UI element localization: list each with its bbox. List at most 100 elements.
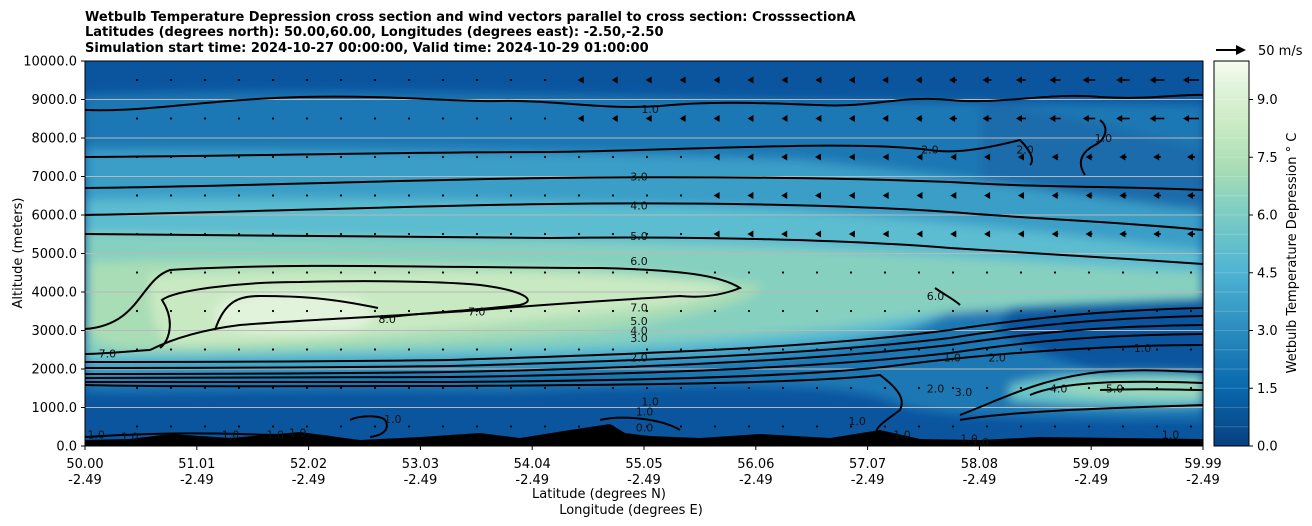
x-tick-label-lat: 50.00 bbox=[66, 457, 103, 472]
wind-vector bbox=[1149, 115, 1165, 122]
wind-vector bbox=[237, 271, 241, 274]
x-tick-label-lon: -2.49 bbox=[404, 473, 438, 488]
quiver-key: 50 m/s bbox=[1216, 44, 1303, 59]
wind-vector bbox=[1087, 425, 1091, 428]
wind-vector-head bbox=[984, 192, 991, 199]
wind-vector bbox=[1183, 76, 1199, 84]
wind-vector bbox=[509, 425, 513, 428]
wind-vector bbox=[1189, 271, 1193, 274]
wind-vector bbox=[915, 115, 923, 122]
wind-vector bbox=[984, 153, 991, 161]
wind-vector bbox=[407, 232, 411, 236]
wind-vector bbox=[849, 425, 853, 428]
wind-vector-head bbox=[1085, 230, 1092, 238]
wind-vector bbox=[747, 153, 754, 161]
wind-vector bbox=[271, 78, 275, 82]
wind-vector-head bbox=[1187, 153, 1194, 161]
wind-vector bbox=[747, 230, 754, 238]
wind-vector bbox=[203, 348, 207, 351]
wind-vector bbox=[271, 117, 275, 120]
wind-vector bbox=[577, 425, 581, 428]
wind-vector bbox=[1017, 192, 1025, 199]
contour-lower-4 bbox=[85, 333, 1203, 379]
wind-vector-head bbox=[1116, 115, 1123, 122]
wind-vector bbox=[1019, 271, 1023, 274]
contour-8 bbox=[214, 294, 379, 331]
wind-vector-head bbox=[781, 230, 788, 238]
contour-label: 2.0 bbox=[927, 382, 945, 395]
wind-vector bbox=[441, 194, 445, 197]
wind-vector bbox=[1019, 386, 1023, 390]
wind-vector bbox=[713, 271, 717, 274]
contour-label: 1.0 bbox=[222, 428, 240, 441]
wind-vector bbox=[679, 425, 683, 428]
wind-vector bbox=[1082, 115, 1096, 122]
wind-vector bbox=[917, 386, 921, 390]
contour-label: 3.0 bbox=[630, 332, 648, 345]
wind-vector-head bbox=[916, 230, 923, 238]
wind-vector-head bbox=[1085, 153, 1092, 161]
wind-vector bbox=[475, 194, 479, 197]
wind-vector bbox=[815, 192, 822, 199]
wind-vector bbox=[1049, 115, 1061, 122]
wind-vector bbox=[373, 348, 377, 351]
wind-vector bbox=[135, 271, 139, 274]
wind-vector bbox=[373, 232, 377, 236]
wind-vector bbox=[305, 271, 309, 274]
wind-vector-head bbox=[781, 192, 788, 199]
wind-vector bbox=[882, 115, 889, 122]
wind-vector bbox=[882, 230, 889, 238]
wind-vector bbox=[849, 386, 853, 390]
contour-near-surface-c bbox=[599, 416, 681, 431]
x-tick-label-lat: 59.99 bbox=[1184, 457, 1221, 472]
contour-label: 6.0 bbox=[927, 290, 945, 303]
wind-vector bbox=[679, 76, 686, 84]
contour-jet-inner bbox=[1029, 380, 1203, 396]
contour-lower-1 bbox=[85, 307, 1203, 363]
contour-lines bbox=[85, 93, 1203, 441]
wind-vector-head bbox=[882, 192, 889, 199]
contour-jet-outer bbox=[959, 369, 1203, 416]
contour-label: 4.0 bbox=[630, 199, 648, 212]
wind-vector bbox=[373, 309, 377, 313]
wind-vector-head bbox=[1153, 192, 1160, 199]
x-tick-label-lat: 59.09 bbox=[1073, 457, 1110, 472]
wind-vector bbox=[441, 386, 445, 390]
wind-vector bbox=[543, 386, 547, 390]
wind-vector bbox=[577, 232, 581, 236]
wind-vector bbox=[1085, 153, 1093, 161]
x-tick-label-lon: -2.49 bbox=[68, 473, 102, 488]
wind-vector bbox=[1121, 348, 1125, 351]
wind-vector-head bbox=[679, 115, 686, 122]
wind-vector bbox=[747, 271, 751, 274]
wind-vector-head bbox=[1015, 76, 1022, 84]
contour-5 bbox=[85, 233, 1203, 265]
contour-label: 1.0 bbox=[121, 430, 139, 443]
wind-vector bbox=[509, 309, 513, 313]
wind-vector bbox=[373, 425, 377, 428]
wind-vector bbox=[135, 309, 139, 313]
wind-vector bbox=[237, 309, 241, 313]
wind-vector-head bbox=[1015, 115, 1022, 122]
plot-area: 1.02.0 2.01.03.04.05.06.07.07.08.06.05.04… bbox=[85, 61, 1203, 449]
wind-vector bbox=[543, 117, 547, 120]
wind-vector bbox=[815, 309, 819, 313]
wind-vector bbox=[781, 271, 785, 274]
wind-vector bbox=[1155, 425, 1159, 428]
wind-vector bbox=[509, 78, 513, 82]
contour-lower-5 bbox=[85, 344, 1203, 384]
colorbar-tick-label: 7.5 bbox=[1257, 151, 1278, 166]
wind-vector-head bbox=[713, 76, 720, 84]
chart-title-line-1: Wetbulb Temperature Depression cross sec… bbox=[85, 10, 856, 25]
y-tick-label: 8000.0 bbox=[32, 132, 78, 147]
y-tick-label: 6000.0 bbox=[32, 209, 78, 224]
wind-vector-head bbox=[1082, 76, 1089, 84]
wind-vector-head bbox=[1049, 115, 1056, 122]
wind-vector bbox=[577, 155, 581, 159]
wind-vector bbox=[543, 271, 547, 274]
wind-vector bbox=[848, 76, 855, 84]
contour-label: 1.0 bbox=[972, 436, 990, 449]
wind-vector bbox=[916, 153, 923, 161]
wind-vector bbox=[713, 76, 720, 84]
wind-vector bbox=[441, 155, 445, 159]
